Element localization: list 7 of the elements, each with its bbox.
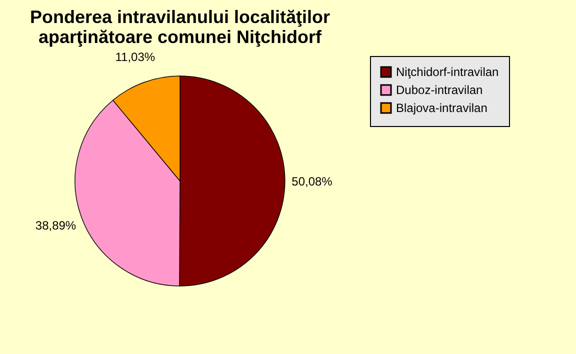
legend-label: Duboz-intravilan xyxy=(396,83,483,97)
legend-label: Blajova-intravilan xyxy=(396,101,488,115)
chart-title: Ponderea intravilanului localităţilor aparţinătoare comunei Niţchidorf xyxy=(30,6,330,47)
legend-label: Niţchidorf-intravilan xyxy=(396,65,499,79)
data-label: 38,89% xyxy=(35,218,76,233)
data-label: 11,03% xyxy=(115,50,156,64)
data-label: 50,08% xyxy=(292,174,333,188)
